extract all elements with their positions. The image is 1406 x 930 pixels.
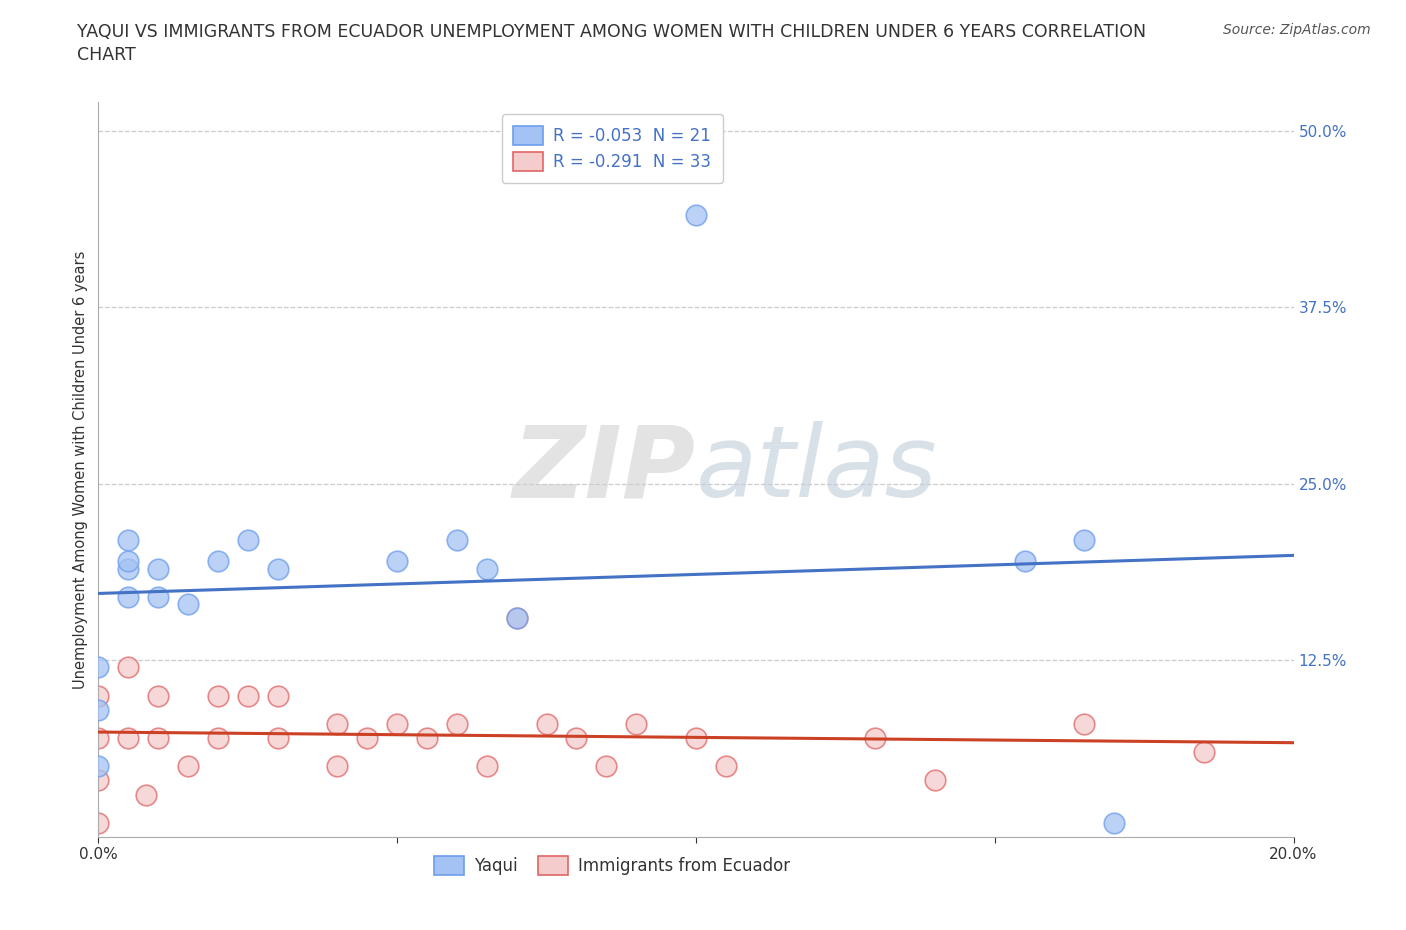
Point [87,731,110,746]
Point [87,759,110,774]
Point [267,688,290,703]
Point [326,759,349,774]
Point [506,611,529,626]
Point [565,731,588,746]
Point [148,561,170,576]
Point [446,533,468,548]
Point [385,716,409,731]
Point [685,731,707,746]
Point [87,660,110,675]
Text: YAQUI VS IMMIGRANTS FROM ECUADOR UNEMPLOYMENT AMONG WOMEN WITH CHILDREN UNDER 6 : YAQUI VS IMMIGRANTS FROM ECUADOR UNEMPLO… [77,23,1146,41]
Point [117,533,139,548]
Point [87,773,110,788]
Point [117,590,139,604]
Point [1073,716,1095,731]
Point [416,731,439,746]
Point [117,731,139,746]
Point [236,533,259,548]
Point [506,611,529,626]
Point [626,716,648,731]
Point [685,208,707,223]
Point [446,716,468,731]
Point [865,731,887,746]
Point [475,759,498,774]
Point [475,561,498,576]
Point [267,731,290,746]
Point [536,716,558,731]
Point [207,688,229,703]
Point [1073,533,1095,548]
Y-axis label: Unemployment Among Women with Children Under 6 years: Unemployment Among Women with Children U… [73,250,89,689]
Point [1192,745,1215,760]
Point [135,787,157,802]
Point [117,561,139,576]
Point [117,660,139,675]
Text: atlas: atlas [696,421,938,518]
Point [1014,554,1036,569]
Point [595,759,617,774]
Legend: Yaqui, Immigrants from Ecuador: Yaqui, Immigrants from Ecuador [426,848,799,884]
Text: CHART: CHART [77,46,136,63]
Point [326,716,349,731]
Text: Source: ZipAtlas.com: Source: ZipAtlas.com [1223,23,1371,37]
Point [714,759,737,774]
Point [87,702,110,717]
Point [1104,816,1126,830]
Point [87,688,110,703]
Point [236,688,259,703]
Point [148,590,170,604]
Point [148,688,170,703]
Point [924,773,946,788]
Point [117,554,139,569]
Point [207,554,229,569]
Point [385,554,409,569]
Point [87,816,110,830]
Point [177,596,200,611]
Point [267,561,290,576]
Point [177,759,200,774]
Text: ZIP: ZIP [513,421,696,518]
Point [148,731,170,746]
Point [207,731,229,746]
Point [356,731,378,746]
